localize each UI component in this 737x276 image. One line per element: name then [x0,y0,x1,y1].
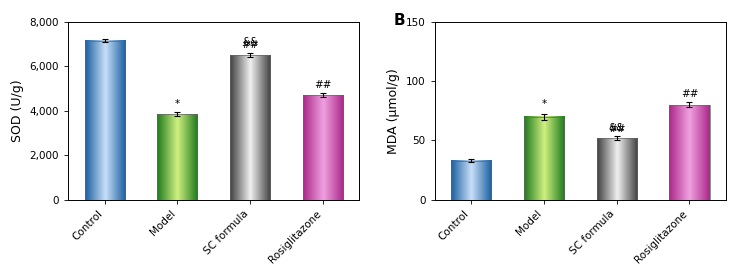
Bar [524,117,564,200]
Text: *: * [175,99,180,109]
Text: &&: && [609,123,625,133]
Bar [597,138,637,200]
Text: &&: && [242,37,259,47]
Text: ##: ## [681,89,698,99]
Bar [158,114,198,200]
Bar [451,161,491,200]
Bar [669,105,710,200]
Y-axis label: SOD (U/g): SOD (U/g) [11,79,24,142]
Text: ##: ## [608,124,626,134]
Text: B: B [394,13,405,28]
Bar [85,41,125,200]
Bar [303,95,343,200]
Text: ##: ## [242,39,259,49]
Text: *: * [541,99,546,109]
Text: ##: ## [314,80,332,90]
Y-axis label: MDA (μmol/g): MDA (μmol/g) [387,68,400,153]
Bar [230,55,270,200]
